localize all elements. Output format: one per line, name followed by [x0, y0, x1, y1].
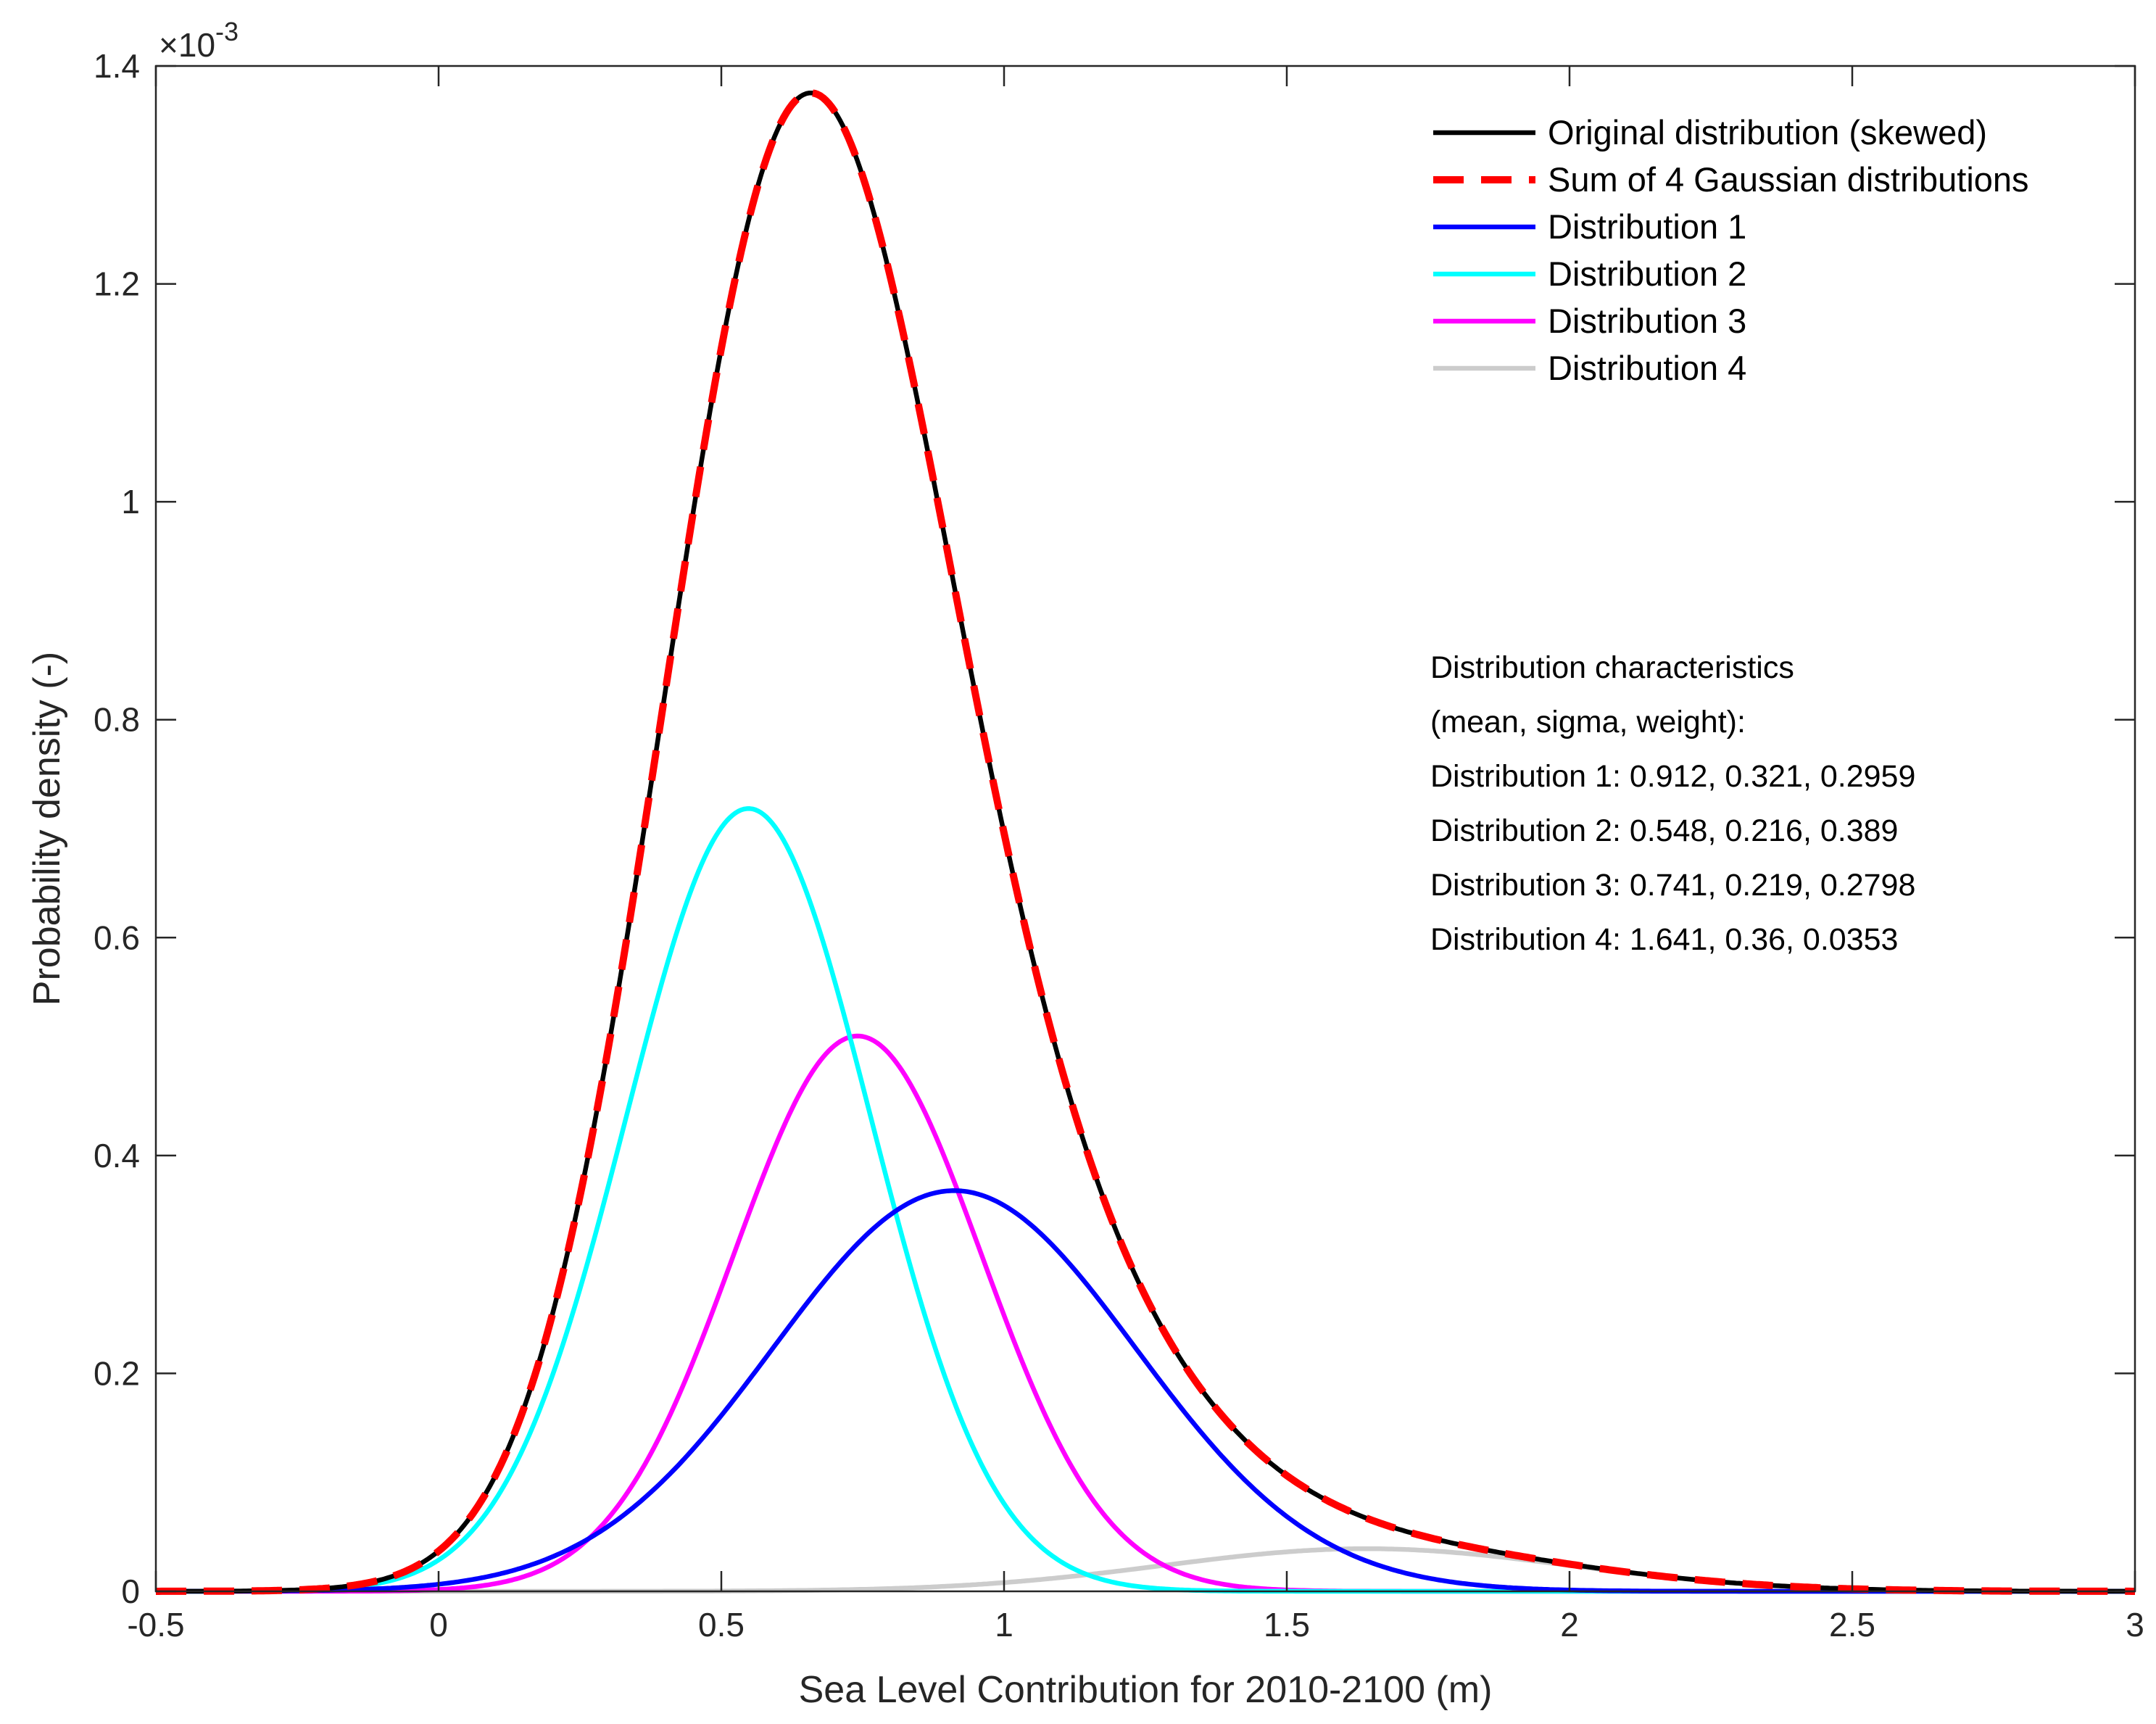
series-sum-of-4-gaussian-distributions [154, 89, 2136, 1595]
x-tick-labels: -0.5 0 0.5 1 1.5 2 2.5 3 [127, 1606, 2144, 1644]
y-tick-labels: 0 0.2 0.4 0.6 0.8 1 1.2 1.4 [94, 47, 140, 1610]
x-tick-label: 2.5 [1829, 1606, 1875, 1644]
y-tick-label: 0.4 [94, 1137, 140, 1174]
distribution-characteristics: Distribution characteristics (mean, sigma… [1430, 650, 1915, 957]
plot-background [156, 66, 2135, 1591]
axes-box [154, 65, 2136, 1593]
annotation-line: Distribution 4: 1.641, 0.36, 0.0353 [1430, 922, 1898, 957]
legend-label: Distribution 4 [1548, 349, 1746, 387]
y-tick-label: 0.2 [94, 1354, 140, 1392]
x-axis-label: Sea Level Contribution for 2010-2100 (m) [799, 1669, 1493, 1711]
legend-label: Distribution 1 [1548, 207, 1746, 246]
legend-label: Distribution 2 [1548, 254, 1746, 293]
x-tick-label: -0.5 [127, 1606, 184, 1644]
annotation-line: Distribution 2: 0.548, 0.216, 0.389 [1430, 813, 1898, 848]
legend: Original distribution (skewed) Sum of 4 G… [1433, 113, 2029, 387]
x-tick-label: 1 [995, 1606, 1013, 1644]
annotation-line: Distribution characteristics [1430, 650, 1794, 685]
y-exponent-label: ×10-3 [159, 17, 239, 64]
y-tick-label: 1 [121, 483, 140, 521]
annotation-line: Distribution 3: 0.741, 0.219, 0.2798 [1430, 868, 1915, 903]
x-tick-label: 2 [1560, 1606, 1579, 1644]
legend-label: Sum of 4 Gaussian distributions [1548, 160, 2029, 199]
y-tick-label: 1.4 [94, 47, 140, 85]
legend-label: Distribution 3 [1548, 302, 1746, 340]
annotation-line: Distribution 1: 0.912, 0.321, 0.2959 [1430, 759, 1915, 794]
x-tick-label: 1.5 [1264, 1606, 1310, 1644]
x-tick-label: 3 [2126, 1606, 2144, 1644]
y-tick-label: 0.8 [94, 701, 140, 739]
x-tick-label: 0.5 [698, 1606, 745, 1644]
y-tick-label: 0.6 [94, 919, 140, 956]
y-tick-label: 1.2 [94, 265, 140, 303]
legend-label: Original distribution (skewed) [1548, 113, 1987, 152]
y-tick-label: 0 [121, 1572, 140, 1610]
x-tick-label: 0 [429, 1606, 448, 1644]
annotation-line: (mean, sigma, weight): [1430, 705, 1746, 739]
y-axis-label: Probability density (-) [26, 652, 68, 1006]
